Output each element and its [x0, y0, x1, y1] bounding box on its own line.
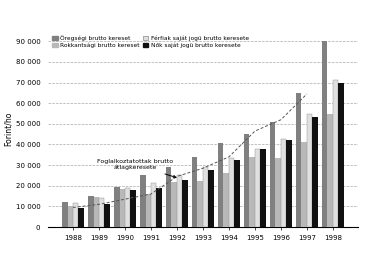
Y-axis label: Forint/ho: Forint/ho [4, 112, 13, 146]
Bar [114, 187, 120, 227]
Bar [281, 139, 286, 227]
Bar [192, 157, 197, 227]
Bar [307, 114, 313, 227]
Bar [229, 158, 234, 227]
Bar [145, 194, 151, 227]
Bar [327, 114, 333, 227]
Bar [244, 134, 249, 227]
Bar [313, 117, 318, 227]
Bar [255, 149, 261, 227]
Bar [276, 158, 281, 227]
Bar [104, 204, 110, 227]
Bar [156, 188, 162, 227]
Bar [197, 181, 203, 227]
Bar [286, 140, 292, 227]
Bar [120, 189, 125, 227]
Bar [333, 80, 338, 227]
Bar [208, 170, 214, 227]
Bar [322, 41, 327, 227]
Bar [177, 175, 182, 227]
Bar [140, 175, 145, 227]
Bar [79, 208, 84, 227]
Bar [99, 198, 104, 227]
Bar [125, 188, 130, 227]
Bar [88, 196, 93, 227]
Bar [203, 167, 208, 227]
Bar [73, 203, 79, 227]
Bar [218, 143, 224, 227]
Text: Foglalkoztatottak brutto
átlagkeresete: Foglalkoztatottak brutto átlagkeresete [97, 159, 176, 178]
Bar [270, 122, 276, 227]
Bar [166, 167, 172, 227]
Bar [130, 190, 136, 227]
Bar [172, 182, 177, 227]
Bar [93, 197, 99, 227]
Bar [296, 93, 301, 227]
Bar [62, 202, 68, 227]
Legend: Öregségi brutto kereset, Rokkantsági brutto kereset, Férfiak saját jogü brutto k: Öregségi brutto kereset, Rokkantsági bru… [51, 34, 250, 49]
Bar [151, 183, 156, 227]
Bar [182, 180, 188, 227]
Bar [261, 149, 266, 227]
Bar [249, 157, 255, 227]
Bar [301, 142, 307, 227]
Bar [234, 160, 240, 227]
Bar [338, 83, 344, 227]
Bar [68, 206, 73, 227]
Bar [224, 173, 229, 227]
